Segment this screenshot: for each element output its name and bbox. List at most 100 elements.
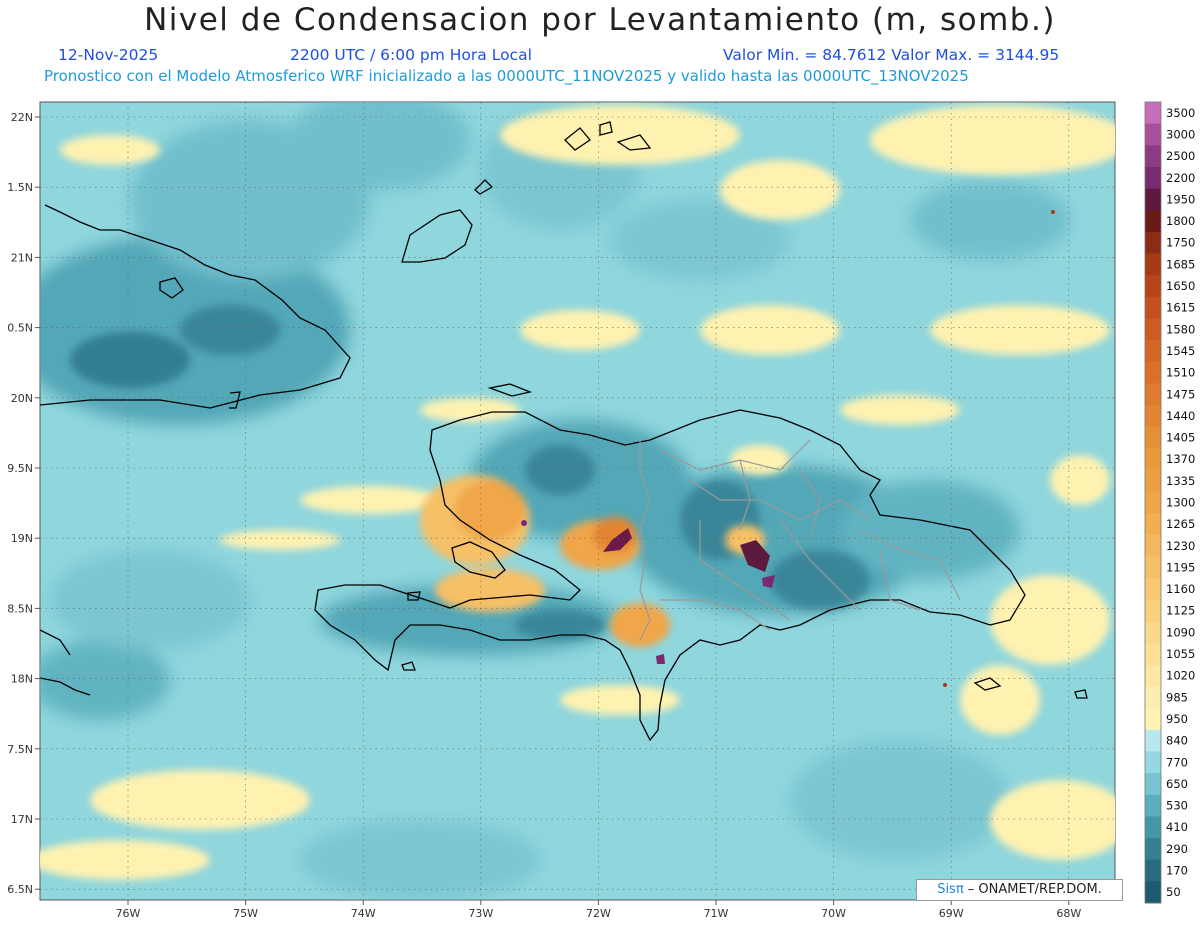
colorbar-swatch: [1145, 426, 1161, 449]
colorbar-label: 1020: [1166, 669, 1195, 683]
colorbar-swatch: [1145, 859, 1161, 882]
colorbar-label: 770: [1166, 755, 1188, 769]
colorbar-label: 1750: [1166, 236, 1195, 250]
colorbar-label: 1160: [1166, 582, 1195, 596]
lon-label: 76W: [116, 907, 141, 920]
lat-label: 9.5N: [7, 462, 33, 475]
lon-label: 75W: [233, 907, 258, 920]
coastlines: [40, 121, 1088, 742]
lat-label: 18N: [11, 673, 33, 686]
colorbar-swatch: [1145, 751, 1161, 774]
lon-label: 73W: [468, 907, 493, 920]
lat-label: 21N: [11, 251, 33, 264]
colorbar-label: 1090: [1166, 625, 1195, 639]
colorbar-swatch: [1145, 318, 1161, 341]
sispi-logo: Sisπ: [937, 882, 964, 897]
lat-label: 17N: [11, 813, 33, 826]
colorbar-swatch: [1145, 794, 1161, 817]
colorbar-swatch: [1145, 102, 1161, 125]
colorbar-swatch: [1145, 253, 1161, 276]
colorbar-label: 170: [1166, 864, 1188, 878]
colorbar-label: 2200: [1166, 171, 1195, 185]
colorbar-swatch: [1145, 275, 1161, 298]
lat-label: 20N: [11, 392, 33, 405]
colorbar-label: 840: [1166, 734, 1188, 748]
colorbar-swatch: [1145, 838, 1161, 861]
colorbar: 3500 3000 2500 2200 1950 1800 1750 1685 1650 1615…: [1144, 101, 1195, 904]
colorbar-swatch: [1145, 361, 1161, 384]
lat-label: 0.5N: [7, 322, 33, 335]
colorbar-swatch: [1145, 773, 1161, 796]
colorbar-swatch: [1145, 599, 1161, 623]
lon-label: 69W: [939, 907, 964, 920]
colorbar-label: 1440: [1166, 409, 1195, 423]
min-max-values: Valor Min. = 84.7612 Valor Max. = 3144.9…: [723, 46, 1060, 64]
latitude-ticks: 22N 1.5N 21N 0.5N 20N 9.5N 19N 8.5N 18N 7.5N 17N 6.…: [7, 111, 40, 896]
province-boundaries: [639, 439, 961, 641]
colorbar-label: 3500: [1166, 106, 1195, 120]
colorbar-label: 1055: [1166, 647, 1195, 661]
colorbar-label: 950: [1166, 712, 1188, 726]
colorbar-label: 50: [1166, 885, 1181, 899]
colorbar-swatch: [1145, 513, 1161, 536]
colorbar-label: 1800: [1166, 214, 1195, 228]
colorbar-swatch: [1145, 491, 1161, 514]
lon-label: 72W: [586, 907, 611, 920]
longitude-ticks: 76W 75W 74W 73W 72W 71W 70W 69W 68W: [116, 900, 1081, 920]
colorbar-swatch: [1145, 231, 1161, 255]
colorbar-swatch: [1145, 210, 1161, 233]
colorbar-swatch: [1145, 166, 1161, 190]
credit-box: Sisπ – ONAMET/REP.DOM.: [916, 879, 1123, 901]
colorbar-label: 1125: [1166, 604, 1195, 618]
colorbar-swatch: [1145, 643, 1161, 666]
colorbar-swatch: [1145, 621, 1161, 644]
colorbar-label: 3000: [1166, 127, 1195, 141]
colorbar-swatch: [1145, 340, 1161, 363]
colorbar-swatch: [1145, 188, 1161, 211]
colorbar-label: 1685: [1166, 257, 1195, 271]
colorbar-label: 1475: [1166, 387, 1195, 401]
colorbar-label: 1545: [1166, 344, 1195, 358]
colorbar-swatch: [1145, 123, 1161, 146]
colorbar-swatch: [1145, 405, 1161, 428]
colorbar-swatch: [1145, 556, 1161, 579]
colorbar-label: 1230: [1166, 539, 1195, 553]
colorbar-swatch: [1145, 816, 1161, 839]
colorbar-swatch: [1145, 881, 1161, 904]
colorbar-label: 1510: [1166, 366, 1195, 380]
colorbar-label: 650: [1166, 777, 1188, 791]
colorbar-label: 1195: [1166, 560, 1195, 574]
colorbar-label: 1650: [1166, 279, 1195, 293]
colorbar-swatch: [1145, 578, 1161, 601]
colorbar-label: 985: [1166, 690, 1188, 704]
map-title: Nivel de Condensacion por Levantamiento …: [144, 2, 1056, 38]
colorbar-swatch: [1145, 145, 1161, 168]
credit-org: – ONAMET/REP.DOM.: [963, 882, 1102, 897]
graticule: [40, 102, 1115, 900]
colorbar-label: 1300: [1166, 496, 1195, 510]
colorbar-swatch: [1145, 448, 1161, 471]
colorbar-label: 1265: [1166, 517, 1195, 531]
lat-label: 8.5N: [7, 602, 33, 615]
colorbar-swatch: [1145, 534, 1161, 558]
lat-label: 7.5N: [7, 743, 33, 756]
valid-time: 2200 UTC / 6:00 pm Hora Local: [290, 46, 532, 64]
colorbar-swatch: [1145, 708, 1161, 731]
colorbar-label: 530: [1166, 799, 1188, 813]
colorbar-label: 290: [1166, 842, 1188, 856]
colorbar-swatch: [1145, 470, 1161, 493]
colorbar-swatch: [1145, 729, 1161, 752]
lon-label: 70W: [821, 907, 846, 920]
lon-label: 74W: [351, 907, 376, 920]
colorbar-swatch: [1145, 383, 1161, 406]
colorbar-label: 2500: [1166, 149, 1195, 163]
colorbar-label: 1370: [1166, 452, 1195, 466]
lat-label: 1.5N: [7, 181, 33, 194]
colorbar-label: 410: [1166, 820, 1188, 834]
lcl-shading: [40, 102, 1115, 900]
colorbar-swatch: [1145, 686, 1161, 709]
colorbar-label: 1615: [1166, 301, 1195, 315]
colorbar-label: 1335: [1166, 474, 1195, 488]
lat-label: 6.5N: [7, 883, 33, 896]
